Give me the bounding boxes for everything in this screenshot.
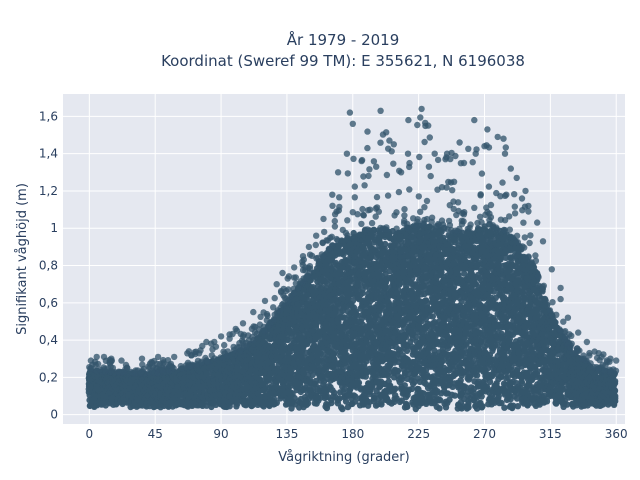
points-layer (85, 105, 620, 413)
data-point (304, 400, 312, 407)
chart-title: År 1979 - 2019 (287, 30, 400, 49)
data-point (378, 401, 385, 408)
data-point (394, 367, 402, 375)
data-point (339, 405, 346, 413)
chart-subtitle: Koordinat (Sweref 99 TM): E 355621, N 61… (161, 52, 525, 70)
data-point (392, 385, 399, 392)
data-point (335, 396, 342, 403)
data-point (403, 401, 410, 409)
data-point (401, 333, 408, 341)
data-point (342, 353, 349, 361)
